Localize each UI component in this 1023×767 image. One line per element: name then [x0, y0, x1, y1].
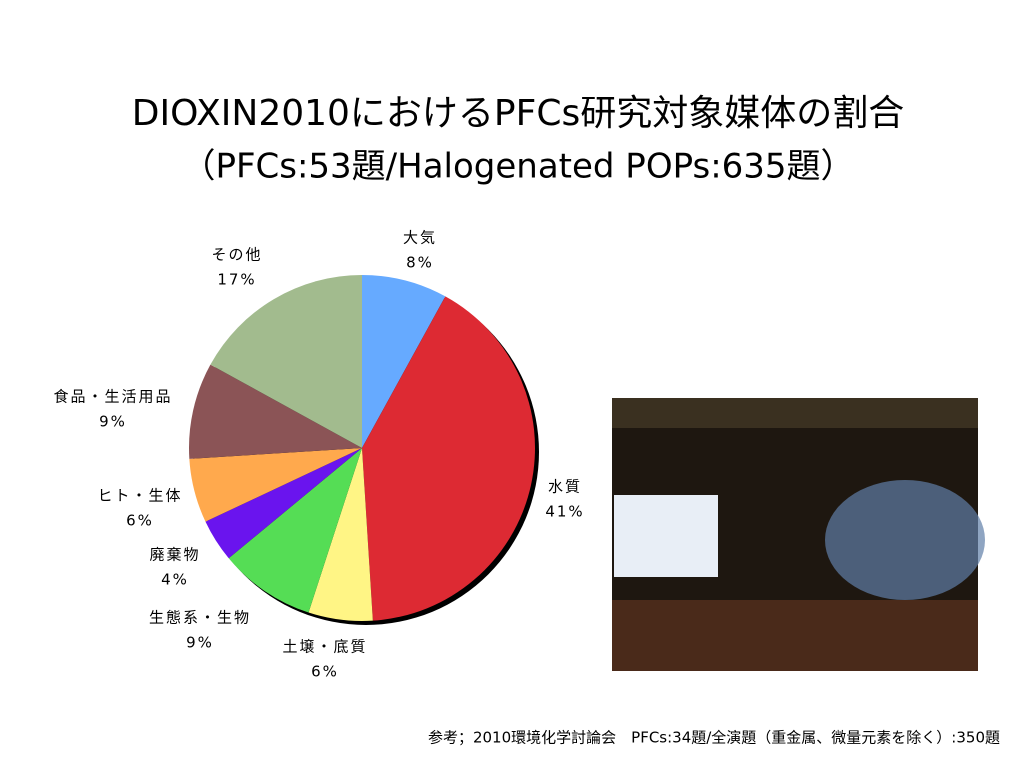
pie-slice — [362, 296, 535, 621]
subtitle: （PFCs:53題/Halogenated POPs:635題） — [181, 147, 854, 187]
value-label: 17% — [217, 271, 256, 289]
value-label: 41% — [545, 503, 584, 521]
value-label: 9% — [186, 634, 214, 652]
pie-slice — [308, 448, 373, 621]
slice-label: 大気 — [403, 229, 437, 247]
photo — [612, 398, 985, 671]
slice-label: 廃棄物 — [149, 546, 200, 564]
pie-slice — [210, 275, 362, 448]
value-label: 6% — [126, 512, 154, 530]
pie-slice — [362, 275, 446, 448]
pie-slice — [189, 448, 362, 522]
slice-label: 生態系・生物 — [149, 609, 251, 627]
pie-slice — [228, 448, 362, 613]
footnote: 参考；2010環境化学討論会 PFCs:34題/全演題（重金属、微量元素を除く）… — [428, 729, 1000, 747]
value-label: 6% — [311, 663, 339, 681]
slice-label: 土壌・底質 — [282, 638, 367, 656]
pie-slice — [205, 448, 362, 559]
value-label: 9% — [99, 413, 127, 431]
slice-label: 水質 — [548, 478, 582, 496]
value-label: 4% — [161, 571, 189, 589]
slice-label: ヒト・生体 — [97, 487, 182, 505]
pie — [188, 275, 539, 625]
title: DIOXIN2010におけるPFCs研究対象媒体の割合 — [132, 93, 905, 134]
pie-slice — [188, 364, 362, 459]
value-label: 8% — [406, 254, 434, 272]
slice-label: 食品・生活用品 — [53, 388, 172, 406]
slice-label: その他 — [211, 246, 262, 264]
